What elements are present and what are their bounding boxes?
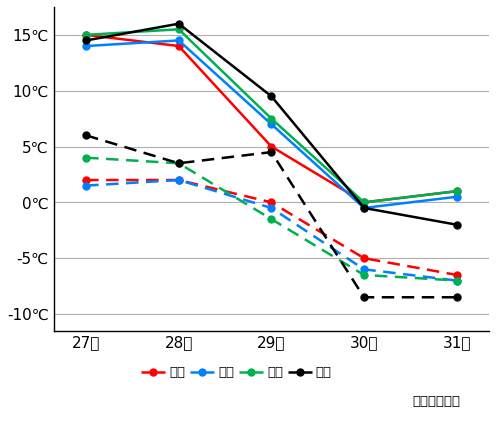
Text: 信阳应急管理: 信阳应急管理	[413, 395, 460, 408]
Legend: 信阳, 潢川, 固始, 商城: 信阳, 潢川, 固始, 商城	[141, 366, 332, 379]
